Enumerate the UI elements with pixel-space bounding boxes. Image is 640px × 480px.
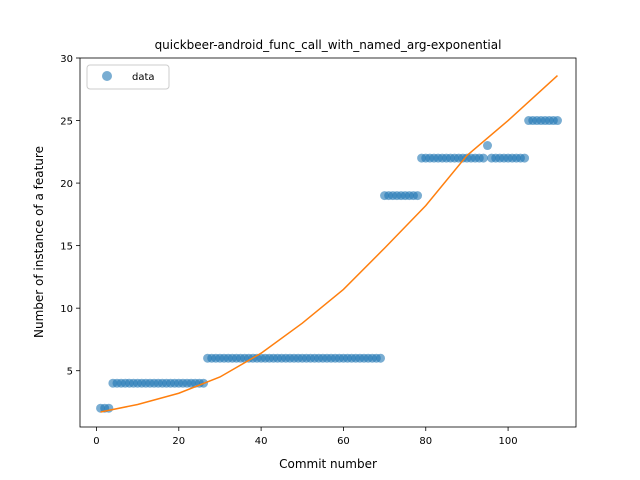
x-tick-label: 20 xyxy=(172,436,185,447)
y-tick-label: 30 xyxy=(60,54,73,65)
legend-marker xyxy=(102,71,112,81)
y-tick-label: 5 xyxy=(67,367,73,378)
plot-area xyxy=(96,74,562,413)
axes-frame xyxy=(79,57,577,428)
y-axis-label: Number of instance of a feature xyxy=(32,146,46,338)
x-tick-label: 100 xyxy=(499,436,518,447)
data-point xyxy=(375,353,385,363)
fit-line xyxy=(100,74,558,413)
data-point xyxy=(520,153,530,163)
data-point xyxy=(483,141,493,151)
legend-label: data xyxy=(132,72,155,83)
y-tick-label: 10 xyxy=(60,304,73,315)
x-tick-label: 0 xyxy=(93,436,99,447)
y-tick-label: 25 xyxy=(60,117,73,128)
chart-title: quickbeer-android_func_call_with_named_a… xyxy=(155,38,502,52)
x-tick-label: 80 xyxy=(419,436,432,447)
data-point xyxy=(478,153,488,163)
legend-box xyxy=(86,64,170,90)
x-tick-label: 60 xyxy=(337,436,350,447)
legend: data xyxy=(86,64,170,90)
x-axis-label: Commit number xyxy=(279,457,377,471)
data-point xyxy=(413,191,423,201)
x-tick-label: 40 xyxy=(255,436,268,447)
data-point xyxy=(552,116,562,126)
y-tick-label: 15 xyxy=(60,242,73,253)
y-tick-label: 20 xyxy=(60,179,73,190)
